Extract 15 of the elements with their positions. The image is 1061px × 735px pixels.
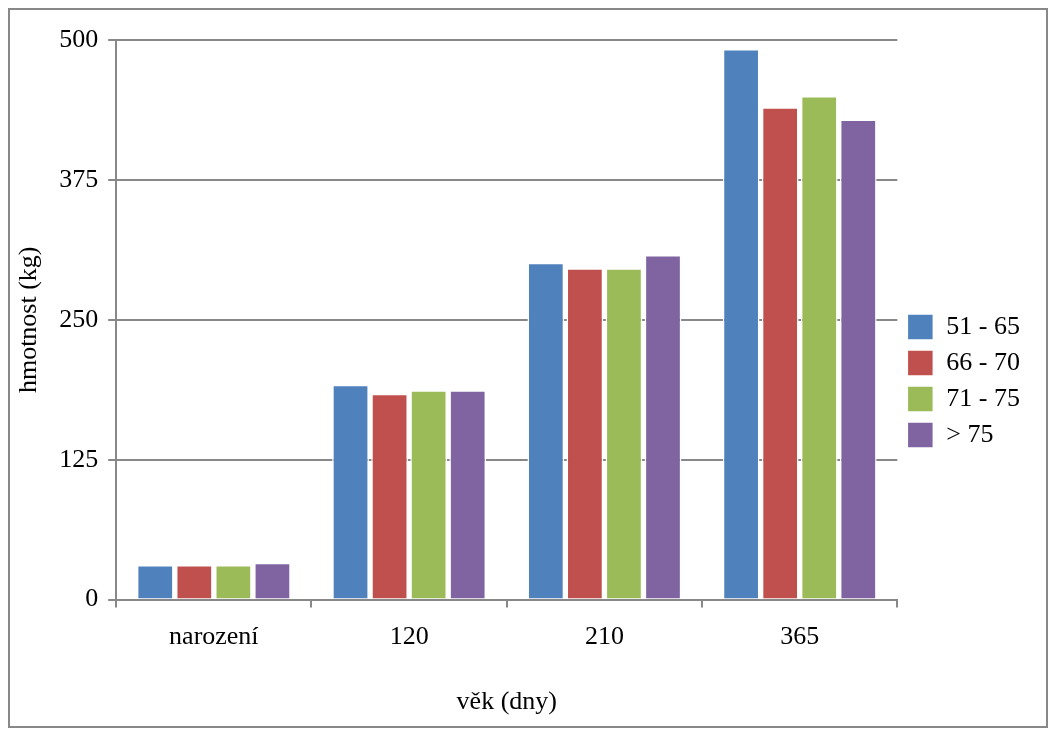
y-axis-title: hmotnost (kg): [13, 246, 43, 394]
y-tick-label: 0: [85, 583, 99, 613]
x-tick-label: 120: [389, 621, 429, 651]
x-axis-title: věk (dny): [456, 686, 557, 716]
x-tick-label: narození: [169, 621, 259, 651]
x-tick-label: 210: [584, 621, 624, 651]
legend-label: 51 - 65: [946, 310, 1021, 340]
y-tick-label: 375: [59, 163, 99, 193]
legend-label: 71 - 75: [946, 382, 1021, 412]
x-tick-label: 365: [780, 621, 820, 651]
y-tick-label: 500: [59, 23, 99, 53]
legend-label: > 75: [946, 418, 994, 448]
y-tick-label: 250: [59, 303, 99, 333]
legend-label: 66 - 70: [946, 346, 1021, 376]
y-tick-label: 125: [59, 443, 99, 473]
